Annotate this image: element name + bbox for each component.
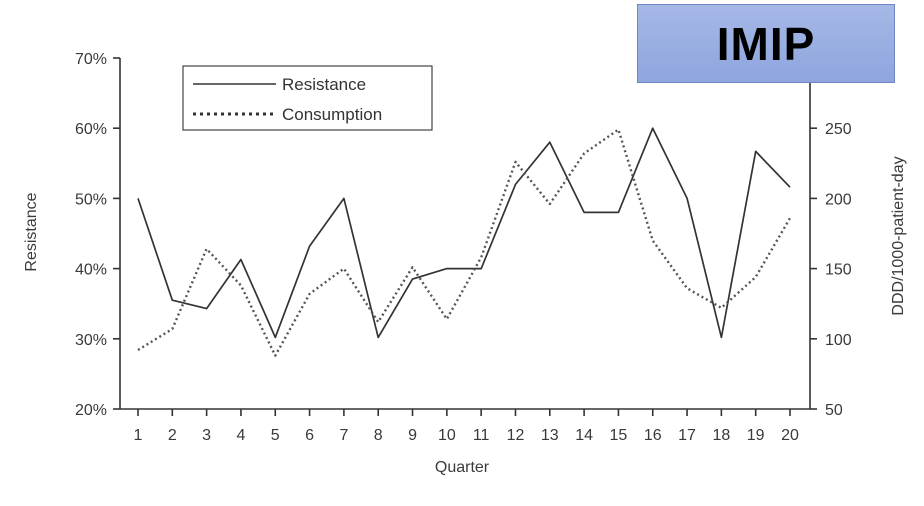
y-left-tick-label: 60%	[75, 121, 107, 138]
x-tick-label: 15	[610, 427, 628, 444]
x-tick-label: 20	[781, 427, 799, 444]
x-tick-label: 4	[236, 427, 245, 444]
x-axis-label: Quarter	[435, 459, 490, 476]
legend-box	[182, 65, 433, 131]
y-right-tick-label: 250	[825, 121, 852, 138]
x-tick-label: 11	[473, 427, 490, 444]
x-tick-label: 18	[712, 427, 730, 444]
x-tick-label: 12	[507, 427, 525, 444]
x-tick-label: 19	[747, 427, 765, 444]
y-right-tick-label: 50	[825, 402, 843, 419]
x-tick-label: 14	[575, 427, 593, 444]
x-tick-label: 16	[644, 427, 662, 444]
y-left-tick-label: 40%	[75, 262, 107, 279]
y-right-tick-label: 150	[825, 262, 852, 279]
x-tick-label: 1	[134, 427, 143, 444]
x-tick-label: 6	[305, 427, 314, 444]
x-tick-label: 17	[678, 427, 696, 444]
y-left-tick-label: 50%	[75, 191, 107, 208]
y-axis-right-label: DDD/1000-patient-day	[890, 156, 907, 315]
imip-badge: IMIP	[637, 4, 895, 83]
x-tick-label: 13	[541, 427, 559, 444]
y-right-tick-label: 200	[825, 191, 852, 208]
legend: Resistance Consumption	[182, 65, 433, 131]
legend-label-consumption: Consumption	[282, 105, 382, 124]
imip-badge-text: IMIP	[716, 17, 816, 70]
x-tick-label: 10	[438, 427, 456, 444]
x-tick-label: 5	[271, 427, 280, 444]
y-right-tick-label: 100	[825, 332, 852, 349]
series-line-consumption	[137, 128, 792, 357]
y-axis-left-label: Resistance	[23, 192, 40, 271]
y-left-tick-label: 70%	[75, 51, 107, 68]
axes	[119, 58, 811, 410]
series-line-resistance	[137, 127, 791, 339]
x-tick-label: 8	[374, 427, 383, 444]
x-tick-label: 2	[168, 427, 177, 444]
x-tick-label: 3	[202, 427, 211, 444]
legend-label-resistance: Resistance	[282, 75, 366, 94]
x-tick-label: 9	[408, 427, 417, 444]
x-tick-label: 7	[339, 427, 348, 444]
series-layer	[137, 127, 792, 357]
y-left-tick-label: 30%	[75, 332, 107, 349]
y-left-tick-label: 20%	[75, 402, 107, 419]
